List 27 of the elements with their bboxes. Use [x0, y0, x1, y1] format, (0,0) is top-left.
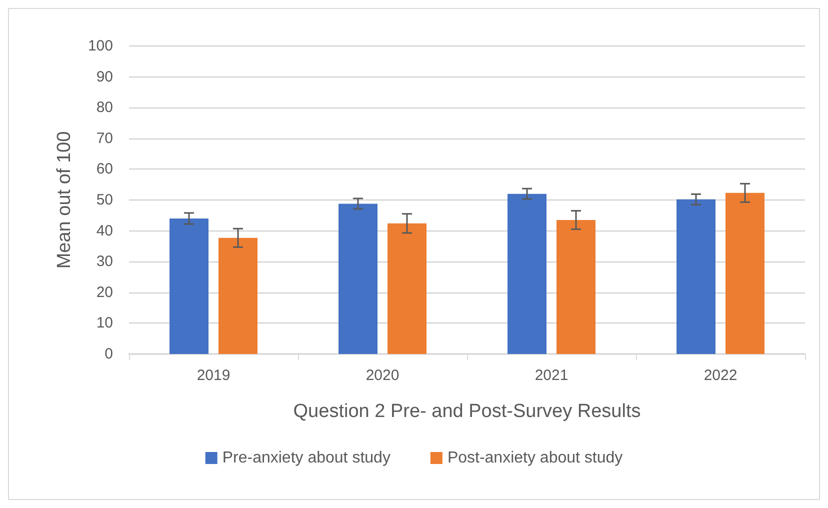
bar — [676, 199, 716, 354]
y-axis-title: Mean out of 100 — [54, 131, 75, 269]
legend-label: Post-anxiety about study — [447, 450, 623, 466]
y-tick-label: 30 — [96, 253, 113, 270]
bar — [508, 194, 546, 354]
y-tick-label: 100 — [88, 38, 113, 54]
legend-label: Pre-anxiety about study — [222, 450, 390, 466]
x-axis-title: Question 2 Pre- and Post-Survey Results — [293, 401, 641, 422]
bar — [170, 218, 208, 354]
y-tick-label: 20 — [96, 284, 113, 301]
y-tick-label: 0 — [104, 346, 113, 362]
bar — [556, 220, 596, 354]
y-tick-label: 80 — [96, 99, 113, 116]
y-tick-label: 60 — [96, 160, 113, 178]
y-tick-label: 70 — [96, 130, 113, 147]
x-tick-label: 2019 — [196, 367, 230, 384]
x-tick-label: 2020 — [366, 367, 400, 384]
x-tick-label: 2021 — [534, 367, 568, 384]
bar — [218, 238, 258, 354]
y-tick-label: 50 — [96, 192, 113, 208]
y-tick-label: 10 — [96, 314, 113, 332]
y-tick-label: 40 — [96, 222, 113, 240]
y-tick-label: 90 — [96, 68, 113, 86]
x-tick-label: 2022 — [704, 367, 738, 384]
bar — [388, 223, 426, 354]
bar — [338, 204, 378, 354]
bar — [726, 192, 764, 354]
